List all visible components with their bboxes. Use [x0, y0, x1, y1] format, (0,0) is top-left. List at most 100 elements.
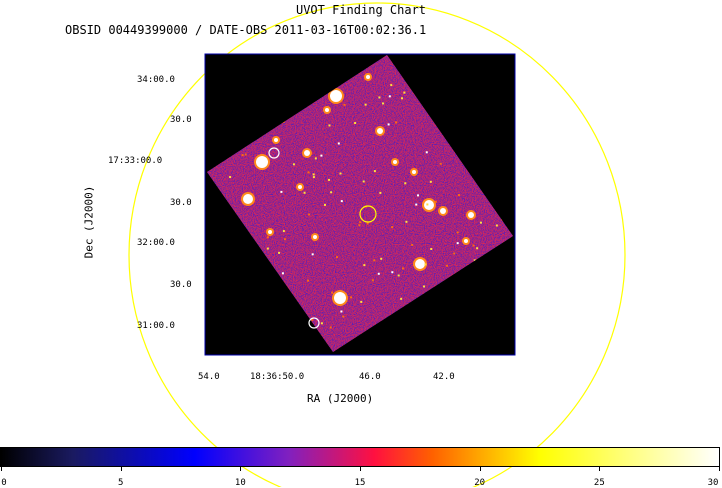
pixel-speckle — [472, 244, 475, 247]
pixel-speckle — [266, 247, 269, 250]
pixel-speckle — [456, 231, 459, 234]
ra-tick-label: 18:36:50.0 — [250, 372, 305, 382]
star — [334, 292, 346, 304]
pixel-speckle — [337, 142, 340, 145]
pixel-speckle — [244, 153, 247, 156]
pixel-speckle — [278, 251, 281, 254]
pixel-speckle — [415, 203, 418, 206]
pixel-speckle — [339, 172, 342, 175]
pixel-speckle — [403, 91, 406, 94]
star — [377, 128, 383, 134]
colorbar-tick-label: 0 — [1, 478, 7, 488]
pixel-speckle — [350, 296, 353, 299]
pixel-speckle — [331, 291, 334, 294]
colorbar-tick-mark — [240, 467, 242, 471]
plot-frame — [204, 53, 516, 356]
colorbar-tick-label: 30 — [707, 478, 719, 488]
pixel-speckle — [292, 163, 295, 166]
star — [325, 108, 329, 112]
dec-tick-label: 32:00.0 — [137, 238, 175, 248]
pixel-speckle — [391, 226, 394, 229]
ra-tick-label: 42.0 — [433, 372, 455, 382]
pixel-speckle — [280, 190, 283, 193]
star — [440, 208, 446, 214]
pixel-speckle — [404, 182, 407, 185]
pixel-speckle — [320, 154, 323, 157]
star — [464, 239, 468, 243]
colorbar — [0, 447, 720, 467]
star — [274, 138, 278, 142]
pixel-speckle — [426, 203, 429, 206]
pixel-speckle — [362, 180, 365, 183]
dec-tick-label: 30.0 — [170, 280, 192, 290]
pixel-speckle — [311, 318, 314, 321]
chart-subtitle: OBSID 00449399000 / DATE-OBS 2011-03-16T… — [65, 23, 427, 37]
source-marker — [308, 317, 320, 329]
pixel-speckle — [379, 191, 382, 194]
dec-tick-label: 17:33:00.0 — [108, 156, 163, 166]
pixel-speckle — [430, 248, 433, 251]
pixel-speckle — [371, 279, 374, 282]
ra-tick-label: 46.0 — [359, 372, 381, 382]
colorbar-tick-mark — [599, 467, 601, 471]
pixel-speckle — [307, 171, 310, 174]
star — [366, 75, 370, 79]
pixel-speckle — [411, 243, 414, 246]
pixel-speckle — [456, 242, 459, 245]
colorbar-tick-mark — [120, 467, 122, 471]
star — [393, 160, 397, 164]
pixel-speckle — [405, 220, 408, 223]
star — [256, 156, 268, 168]
pixel-speckle — [311, 253, 314, 256]
pixel-speckle — [423, 285, 426, 288]
pixel-speckle — [417, 194, 420, 197]
star — [330, 90, 342, 102]
pixel-speckle — [303, 191, 306, 194]
search-region-circle — [128, 2, 626, 487]
pixel-speckle — [457, 194, 460, 197]
pixel-speckle — [373, 259, 376, 262]
pixel-speckle — [343, 103, 346, 106]
pixel-speckle — [434, 200, 437, 203]
pixel-speckle — [429, 180, 432, 183]
pixel-speckle — [395, 121, 398, 124]
pixel-speckle — [241, 154, 244, 157]
pixel-speckle — [363, 264, 366, 267]
star — [313, 235, 317, 239]
pixel-speckle — [328, 124, 331, 127]
source-marker — [268, 147, 280, 159]
dec-tick-label: 31:00.0 — [137, 321, 175, 331]
pixel-speckle — [377, 272, 380, 275]
pixel-speckle — [308, 213, 311, 216]
pixel-speckle — [373, 170, 376, 173]
pixel-speckle — [360, 300, 363, 303]
pixel-speckle — [391, 271, 394, 274]
pixel-speckle — [229, 176, 232, 179]
pixel-speckle — [380, 257, 383, 260]
pixel-speckle — [312, 173, 315, 176]
pixel-speckle — [266, 236, 269, 239]
colorbar-tick-label: 5 — [117, 478, 124, 488]
pixel-speckle — [495, 224, 498, 227]
pixel-speckle — [401, 97, 404, 100]
ra-tick-label: 54.0 — [198, 372, 220, 382]
star — [243, 194, 253, 204]
pixel-speckle — [424, 263, 427, 266]
pixel-speckle — [282, 230, 285, 233]
colorbar-tick-label: 15 — [354, 478, 366, 488]
pixel-speckle — [314, 157, 317, 160]
pixel-speckle — [340, 200, 343, 203]
pixel-speckle — [382, 102, 385, 105]
colorbar-tick-label: 25 — [593, 478, 605, 488]
pixel-speckle — [446, 264, 449, 267]
colorbar-tick-mark — [360, 467, 361, 471]
dec-tick-label: 30.0 — [170, 115, 192, 125]
pixel-speckle — [476, 247, 479, 250]
pixel-speckle — [336, 256, 339, 259]
pixel-speckle — [340, 310, 343, 313]
star — [412, 170, 416, 174]
pixel-speckle — [328, 178, 331, 181]
pixel-speckle — [323, 203, 326, 206]
dec-tick-label: 30.0 — [170, 198, 192, 208]
